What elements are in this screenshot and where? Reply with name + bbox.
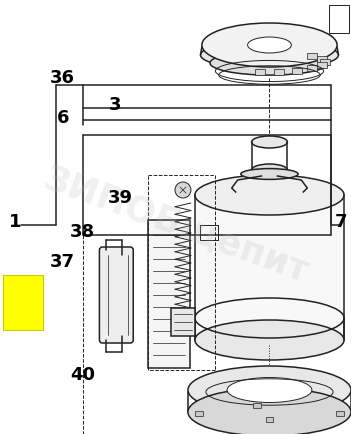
Ellipse shape [252,164,287,176]
Ellipse shape [201,41,339,69]
FancyBboxPatch shape [99,247,133,343]
Bar [320,59,330,65]
Text: 7: 7 [335,213,347,231]
Text: 3: 3 [109,96,121,114]
Bar [292,68,302,74]
Ellipse shape [227,378,312,402]
Ellipse shape [188,366,351,414]
Bar [265,417,274,422]
Ellipse shape [188,388,351,434]
Text: 40: 40 [70,366,95,384]
Ellipse shape [195,175,344,215]
Bar [148,220,190,368]
Bar [253,403,261,408]
Text: 38: 38 [70,223,95,241]
Bar [274,69,284,75]
Text: 39: 39 [108,189,133,207]
Bar [307,66,317,71]
Ellipse shape [252,136,287,148]
Bar [329,5,349,33]
Bar [255,69,265,75]
Text: 36: 36 [50,69,75,87]
Text: ЗИПОБщепит: ЗИПОБщепит [39,162,313,289]
Bar [316,56,327,62]
Text: 1: 1 [9,213,21,231]
Bar [195,195,344,340]
Circle shape [175,182,191,198]
Ellipse shape [247,37,291,53]
Ellipse shape [210,51,329,75]
Ellipse shape [241,168,298,179]
Ellipse shape [195,320,344,360]
Bar [307,53,317,59]
Bar [316,62,327,69]
Bar [3,275,43,330]
Text: 37: 37 [50,253,75,271]
Bar [195,411,203,416]
Bar [336,411,344,416]
Ellipse shape [202,23,337,67]
Text: 6: 6 [56,109,69,127]
Bar [171,308,195,336]
